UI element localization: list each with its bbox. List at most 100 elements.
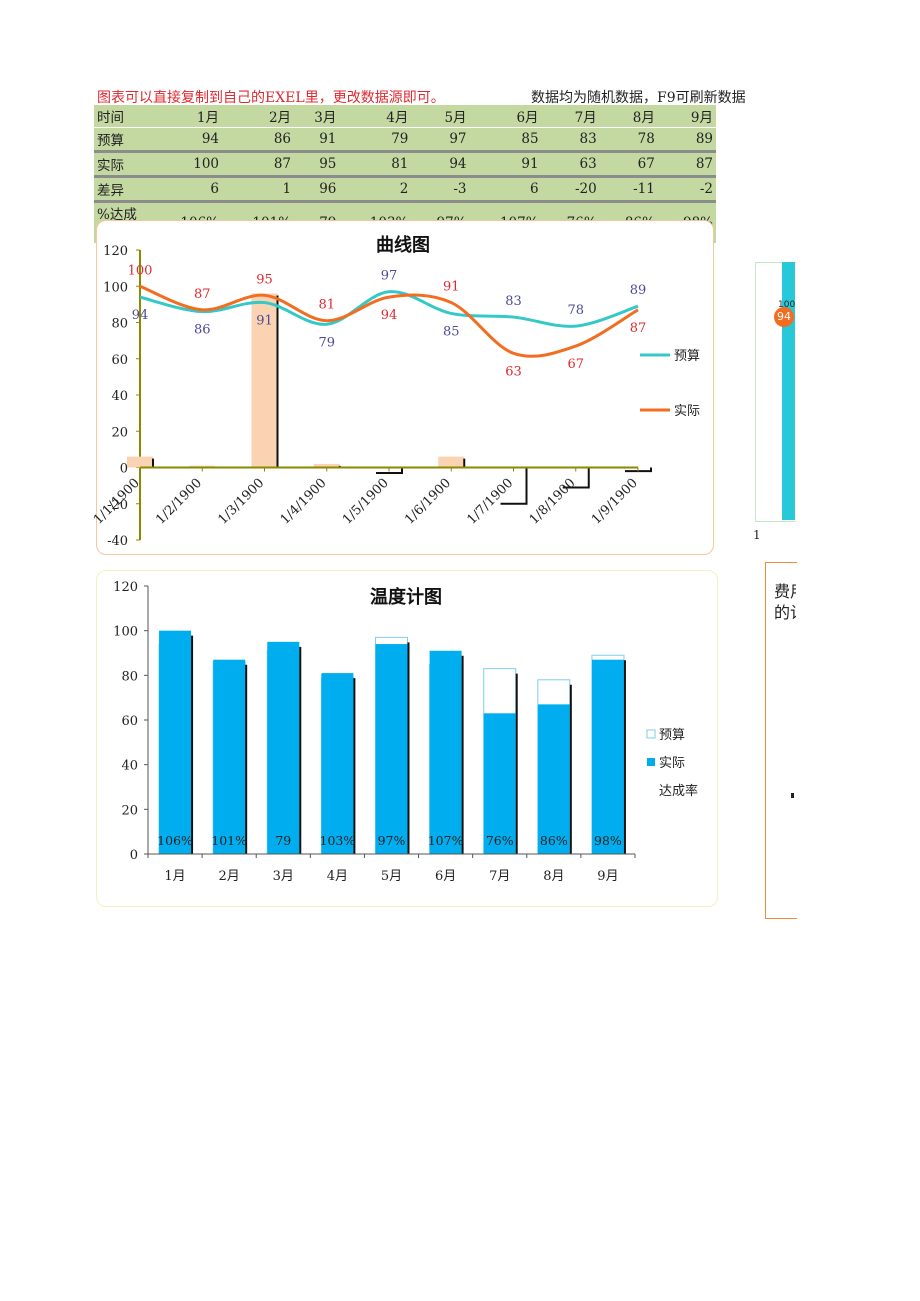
achievement-label: 106% [157,833,193,848]
y-tick-label: 0 [120,462,128,477]
y-tick-label: 40 [121,759,138,774]
x-tick-label: 9月 [597,869,618,884]
budget-data-label: 85 [443,324,460,339]
table-header-cell: 8月 [599,105,658,128]
budget-data-label: 79 [318,335,335,350]
diff-bar-outline [562,467,590,489]
cost-panel-marker [791,793,794,798]
chart-title: 曲线图 [376,234,430,256]
legend-swatch [646,729,656,739]
achievement-label: 98% [594,833,622,848]
y-tick-label: 0 [130,848,138,863]
diff-bar [251,293,278,468]
achievement-label: 79 [275,833,291,848]
actual-data-label: 95 [256,272,273,287]
x-tick-label: 5月 [381,869,402,884]
table-row: 差异 6 1 96 2 -3 6 -20 -11 -2 [94,176,716,203]
achievement-label: 103% [320,833,356,848]
table-cell: 94 [150,127,223,153]
gauge-value-dot: 94 [774,307,794,327]
series-line-1 [139,284,639,358]
legend-label: 实际 [659,756,685,771]
thermometer-chart: 温度计图 0 20 40 60 80 100 120 106% 101% 79 103% 97% 107%… [113,580,698,884]
actual-data-label: 67 [567,357,584,372]
budget-data-label: 94 [132,308,149,323]
table-header-cell: 6月 [469,105,542,128]
table-cell: 78 [599,127,658,153]
cost-panel-text: 费用的计 [774,581,796,623]
y-tick-label: 120 [103,244,128,259]
y-tick-label: 20 [121,803,138,818]
table-cell: 95 [294,151,340,178]
line-chart-panel [96,220,714,555]
actual-data-label: 87 [630,321,647,336]
budget-data-label: 78 [567,303,584,318]
table-cell: 63 [541,151,600,178]
table-cell: 87 [222,151,295,178]
y-tick-label: 100 [113,625,138,640]
table-cell: 91 [469,151,542,178]
actual-bar [429,650,462,854]
achievement-label: 97% [378,833,406,848]
table-header-cell: 5月 [411,105,470,128]
achievement-label: 86% [540,833,568,848]
table-header-row: 时间 1月 2月 3月 4月 5月 6月 7月 8月 9月 [94,105,716,128]
achievement-label: 101% [211,833,247,848]
y-tick-label: -20 [107,498,128,513]
actual-bar [591,659,624,854]
table-cell: 6 [469,176,542,203]
table-cell: 100 [150,151,223,178]
table-row-label: 实际 [94,151,150,178]
y-tick-label: 120 [113,580,138,595]
y-tick-label: 20 [111,425,128,440]
table-cell: 2 [339,176,412,203]
table-cell: -11 [599,176,658,203]
table-cell: 86 [222,127,295,153]
diff-bar [313,463,340,468]
legend-swatch [647,758,655,766]
instruction-note: 图表可以直接复制到自己的EXEL里，更改数据源即可。 [97,90,445,106]
table-cell: 87 [657,151,716,178]
achievement-label: 76% [486,833,514,848]
achievement-label: 107% [428,833,464,848]
budget-data-label: 89 [630,283,647,298]
legend-label: 预算 [674,349,700,364]
series-line-0 [139,290,639,328]
table-header-cell: 9月 [657,105,716,128]
legend-label: 达成率 [659,783,698,799]
actual-bar [321,673,354,854]
diff-bar [127,456,153,468]
actual-bar [537,704,570,854]
y-tick-label: 80 [121,669,138,684]
table-row-label: 差异 [94,176,150,203]
y-tick-label: 60 [121,714,138,729]
actual-bar [483,713,516,854]
legend-label: 实际 [674,404,700,419]
table-cell: 81 [339,151,412,178]
table-cell: 85 [469,127,542,153]
table-row: 实际 100 87 95 81 94 91 63 67 87 [94,151,716,178]
diff-bar [438,456,465,468]
actual-data-label: 94 [381,308,398,323]
cost-panel [765,562,797,919]
budget-data-label: 83 [505,294,522,309]
diff-bar-outline [500,467,528,505]
table-cell: 97 [411,127,470,153]
y-tick-label: 100 [103,280,128,295]
table-cell: 79 [339,127,412,153]
table-cell: 6 [150,176,223,203]
table-header-cell: 2月 [222,105,295,128]
gauge-axis-label: 1 [753,528,761,542]
x-tick-label: 2月 [219,869,240,884]
legend-label: 预算 [659,728,685,743]
actual-bar [375,644,408,854]
x-tick-label: 4月 [327,869,348,884]
budget-data-label: 86 [194,323,211,338]
table-cell: -3 [411,176,470,203]
actual-data-label: 100 [128,263,153,278]
table-cell: 89 [657,127,716,153]
table-header-cell: 4月 [339,105,412,128]
table-cell: -2 [657,176,716,203]
table-header-cell: 7月 [541,105,600,128]
